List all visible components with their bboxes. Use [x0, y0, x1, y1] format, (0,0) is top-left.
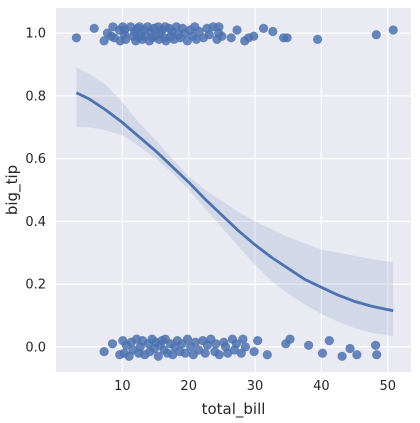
- data-point: [371, 30, 381, 40]
- data-point: [371, 340, 381, 350]
- x-tick-labels: 10 20 30 40 50: [114, 379, 396, 394]
- data-point: [214, 22, 224, 32]
- data-point: [190, 337, 200, 347]
- data-point: [211, 339, 221, 349]
- data-point: [182, 334, 193, 344]
- data-point: [324, 336, 334, 346]
- data-point: [71, 33, 81, 43]
- y-tick-label: 0.4: [25, 215, 46, 230]
- data-point: [180, 348, 190, 358]
- data-point: [268, 26, 278, 37]
- data-point: [249, 31, 259, 41]
- data-point: [89, 23, 99, 33]
- y-tick-label: 0.0: [25, 340, 46, 355]
- data-point: [200, 348, 210, 358]
- data-point: [262, 350, 272, 360]
- scatter-points: [71, 22, 398, 361]
- data-point: [99, 347, 109, 357]
- data-point: [217, 31, 227, 41]
- plot-area: [56, 8, 411, 372]
- y-axis-label: big_tip: [3, 165, 22, 215]
- data-point: [153, 351, 163, 361]
- data-point: [337, 351, 347, 361]
- y-tick-label: 1.0: [25, 27, 46, 42]
- data-point: [231, 339, 241, 349]
- data-point: [232, 25, 242, 35]
- x-tick-label: 30: [247, 379, 264, 394]
- data-point: [345, 343, 355, 354]
- data-point: [107, 339, 118, 349]
- y-tick-label: 0.2: [25, 278, 46, 293]
- data-point: [253, 336, 263, 346]
- y-tick-labels: 0.0 0.2 0.4 0.6 0.8 1.0: [25, 27, 46, 356]
- data-point: [168, 350, 178, 360]
- logistic-fit-line: [75, 91, 394, 313]
- x-axis-label: total_bill: [202, 400, 266, 419]
- y-tick-label: 0.6: [25, 152, 46, 167]
- data-point: [214, 350, 224, 360]
- data-point: [99, 36, 109, 46]
- data-point: [317, 348, 328, 358]
- data-point: [204, 30, 214, 40]
- data-point: [249, 347, 259, 357]
- x-gridlines: [121, 8, 389, 372]
- y-tick-label: 0.8: [25, 89, 46, 104]
- confidence-band: [76, 67, 394, 336]
- data-point: [191, 34, 201, 45]
- data-point: [238, 334, 248, 344]
- data-point: [352, 350, 362, 360]
- data-point: [240, 342, 250, 352]
- x-tick-label: 40: [313, 379, 330, 394]
- data-point: [282, 33, 292, 43]
- data-point: [372, 350, 382, 360]
- data-point: [226, 33, 236, 43]
- data-point: [313, 34, 323, 45]
- x-tick-label: 50: [380, 379, 397, 394]
- data-point: [304, 340, 314, 350]
- data-point: [285, 334, 295, 344]
- x-tick-label: 20: [180, 379, 197, 394]
- data-point: [121, 34, 131, 45]
- data-point: [388, 25, 398, 35]
- data-point: [258, 23, 269, 33]
- x-tick-label: 10: [114, 379, 131, 394]
